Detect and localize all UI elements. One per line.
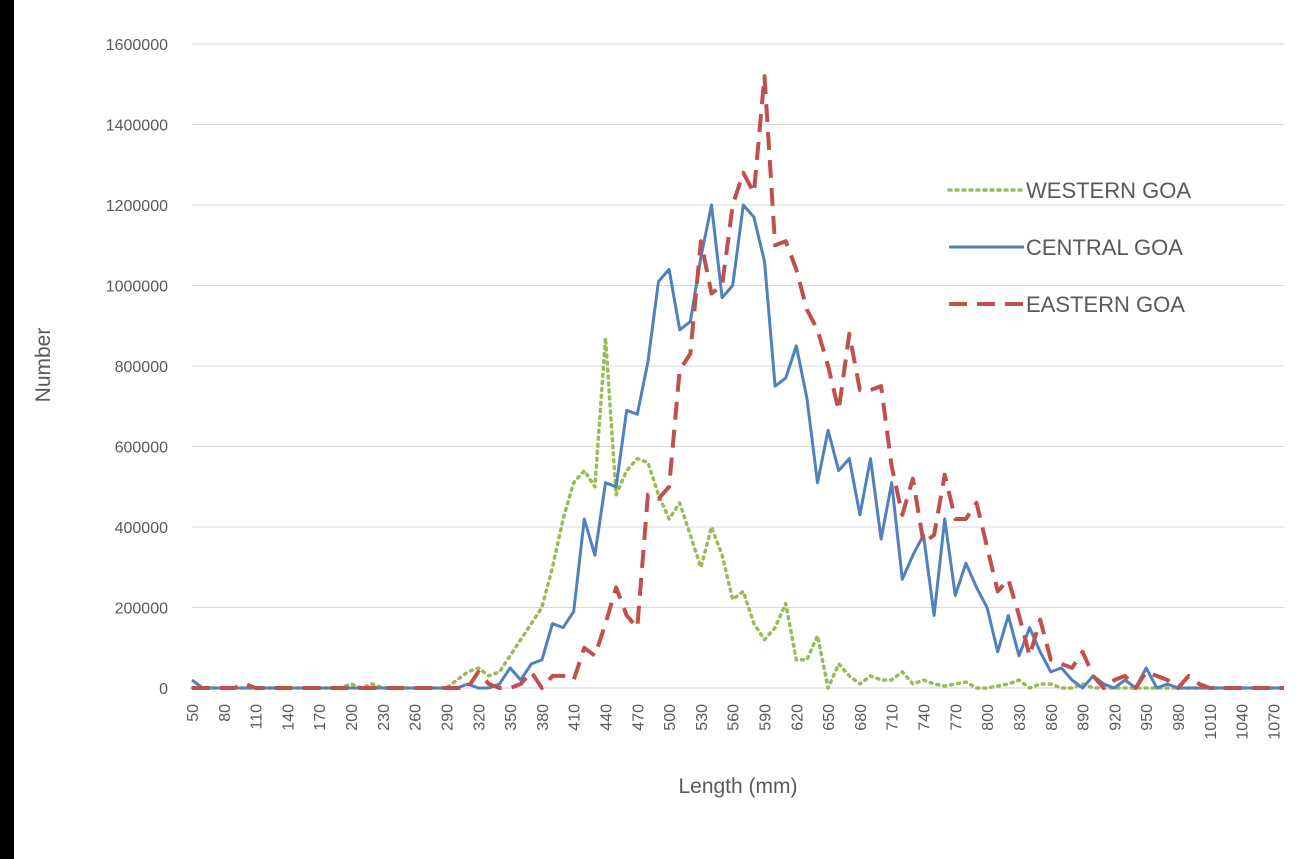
x-tick-label: 980 <box>1171 704 1188 731</box>
y-tick-label: 1200000 <box>106 198 168 215</box>
x-tick-label: 890 <box>1076 704 1093 731</box>
x-tick-label: 920 <box>1107 704 1124 731</box>
x-tick-label: 260 <box>408 704 425 731</box>
x-tick-label: 380 <box>535 704 552 731</box>
y-tick-label: 800000 <box>115 359 168 376</box>
x-tick-label: 230 <box>376 704 393 731</box>
series-line-western-goa <box>190 336 1286 690</box>
y-tick-label: 1400000 <box>106 118 168 135</box>
x-tick-label: 590 <box>758 704 775 731</box>
x-tick-label: 770 <box>948 704 965 731</box>
legend-label: WESTERN GOA <box>1026 178 1191 203</box>
chart-area: 0 200000 400000 600000 800000 1000000 1200000 1… <box>14 0 1301 859</box>
x-tick-label: 860 <box>1044 704 1061 731</box>
y-axis-ticks: 0 200000 400000 600000 800000 1000000 1200000 1… <box>106 37 168 698</box>
y-tick-label: 1000000 <box>106 279 168 296</box>
x-tick-label: 170 <box>312 704 329 731</box>
x-tick-label: 680 <box>853 704 870 731</box>
x-tick-label: 140 <box>280 704 297 731</box>
legend-label: CENTRAL GOA <box>1026 235 1183 260</box>
series-lines <box>190 74 1286 690</box>
x-tick-label: 80 <box>217 704 234 722</box>
gridlines <box>192 43 1284 689</box>
x-tick-label: 350 <box>503 704 520 731</box>
x-tick-label: 830 <box>1012 704 1029 731</box>
x-tick-label: 650 <box>821 704 838 731</box>
series-line-eastern-goa <box>192 74 1284 690</box>
x-tick-label: 320 <box>471 704 488 731</box>
x-tick-label: 1070 <box>1266 704 1283 740</box>
y-tick-label: 400000 <box>115 520 168 537</box>
x-tick-label: 710 <box>885 704 902 731</box>
x-tick-label: 1040 <box>1235 704 1252 740</box>
x-tick-label: 620 <box>789 704 806 731</box>
x-tick-label: 410 <box>567 704 584 731</box>
x-tick-label: 950 <box>1139 704 1156 731</box>
x-tick-label: 50 <box>185 704 202 722</box>
x-axis-ticks: 50 80 110 140 170 200 230 260 290 320 350 380 410 440… <box>185 704 1283 740</box>
y-tick-label: 600000 <box>115 440 168 457</box>
y-tick-label: 0 <box>159 681 168 698</box>
x-tick-label: 290 <box>439 704 456 731</box>
x-tick-label: 500 <box>662 704 679 731</box>
x-tick-label: 560 <box>726 704 743 731</box>
y-tick-label: 1600000 <box>106 37 168 54</box>
x-tick-label: 800 <box>980 704 997 731</box>
legend-label: EASTERN GOA <box>1026 292 1185 317</box>
x-tick-label: 1010 <box>1203 704 1220 740</box>
x-tick-label: 470 <box>630 704 647 731</box>
y-tick-label: 200000 <box>115 601 168 618</box>
x-tick-label: 200 <box>344 704 361 731</box>
x-axis-title: Length (mm) <box>678 775 797 798</box>
x-tick-label: 530 <box>694 704 711 731</box>
legend: WESTERN GOA CENTRAL GOA EASTERN GOA <box>947 178 1191 317</box>
x-tick-label: 740 <box>917 704 934 731</box>
x-tick-label: 110 <box>249 704 266 730</box>
y-axis-title: Number <box>32 328 55 403</box>
line-chart: 0 200000 400000 600000 800000 1000000 1200000 1… <box>32 37 1286 798</box>
x-tick-label: 440 <box>598 704 615 731</box>
